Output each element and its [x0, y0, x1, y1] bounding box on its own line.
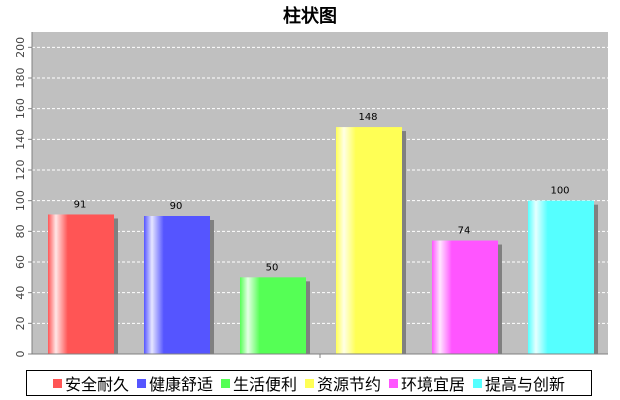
legend-item: 提高与创新 — [473, 371, 565, 395]
data-label: 91 — [74, 199, 87, 210]
bar — [48, 214, 114, 354]
legend-swatch — [136, 378, 146, 388]
bar — [336, 127, 402, 354]
data-label: 90 — [170, 201, 183, 212]
legend-swatch — [389, 378, 399, 388]
y-axis: 0 20 40 60 80 100 120 140 160 180 200 — [14, 37, 32, 358]
data-label: 50 — [266, 262, 279, 273]
bar — [144, 216, 210, 354]
legend-label: 生活便利 — [232, 375, 297, 394]
legend-item: 生活便利 — [220, 371, 297, 395]
y-tick-label: 200 — [14, 37, 27, 58]
bars: 91 90 50 148 74 100 — [48, 112, 598, 354]
legend-label: 资源节约 — [317, 375, 382, 394]
legend-swatch — [52, 378, 62, 388]
grid-lines — [32, 46, 608, 324]
legend-item: 健康舒适 — [136, 371, 213, 395]
y-tick-label: 40 — [14, 286, 27, 300]
y-tick-label: 120 — [14, 160, 27, 181]
y-tick-label: 100 — [14, 190, 27, 211]
legend-label: 健康舒适 — [148, 375, 213, 394]
y-tick-label: 20 — [14, 316, 27, 330]
plot-background — [32, 32, 608, 354]
legend-label: 提高与创新 — [485, 375, 566, 394]
y-tick-label: 80 — [14, 224, 27, 238]
bar — [432, 240, 498, 354]
bar — [528, 200, 594, 354]
y-tick-label: 0 — [14, 351, 27, 358]
y-tick-label: 160 — [14, 98, 27, 119]
chart-title: 柱状图 — [283, 6, 337, 27]
legend-item: 资源节约 — [305, 371, 381, 395]
legend-swatch — [220, 378, 230, 388]
data-label: 100 — [550, 186, 569, 197]
bar — [240, 277, 306, 354]
legend: 安全耐久 健康舒适 生活便利 资源节约 环境宜居 提高与创新 — [26, 370, 592, 396]
y-tick-label: 140 — [14, 129, 27, 150]
legend-swatch — [473, 378, 483, 388]
data-label: 74 — [458, 226, 471, 237]
legend-label: 安全耐久 — [64, 375, 129, 394]
legend-label: 环境宜居 — [401, 375, 466, 394]
legend-item: 安全耐久 — [52, 371, 129, 395]
legend-item: 环境宜居 — [389, 371, 465, 395]
y-tick-label: 60 — [14, 255, 27, 269]
y-tick-label: 180 — [14, 68, 27, 89]
legend-swatch — [305, 378, 314, 388]
data-label: 148 — [358, 112, 377, 123]
